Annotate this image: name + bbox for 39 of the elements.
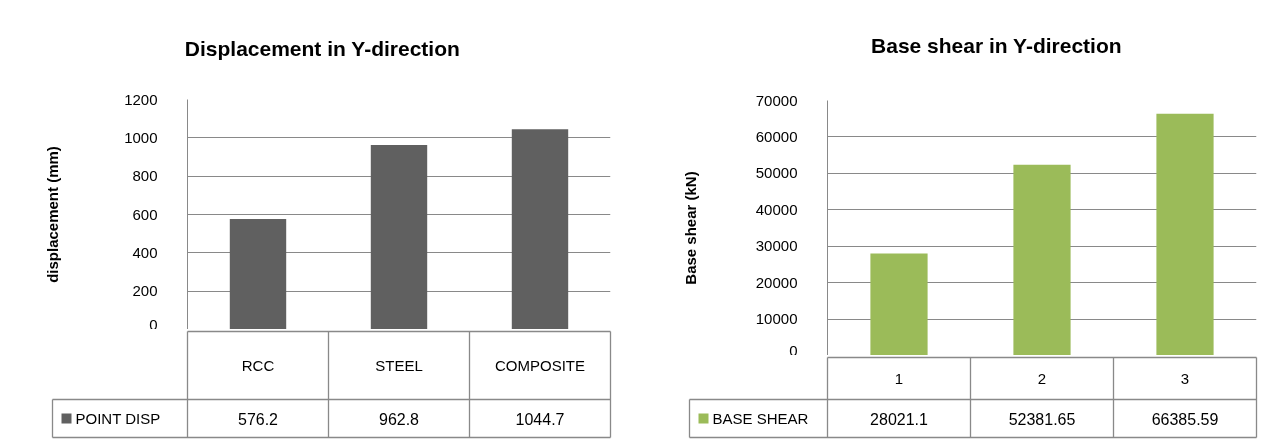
- bar: [370, 144, 428, 329]
- y-tick-label: 50000: [755, 164, 798, 182]
- bar: [229, 219, 287, 329]
- y-tick-label: 200: [132, 282, 158, 300]
- y-axis-title: displacement (mm): [44, 146, 62, 283]
- bar: [870, 253, 928, 355]
- y-tick-label: 600: [132, 205, 158, 223]
- x-tick-label: RCC: [241, 357, 275, 374]
- data-label: 28021.1: [870, 410, 929, 428]
- y-tick-label: 1200: [124, 90, 158, 108]
- y-tick-label: 40000: [755, 200, 798, 218]
- y-tick-label: 400: [132, 243, 158, 261]
- x-tick-label: 2: [1037, 369, 1047, 387]
- x-tick-label: 3: [1180, 369, 1190, 387]
- data-label: 52381.65: [1008, 410, 1076, 428]
- x-tick-label: STEEL: [375, 357, 423, 374]
- bar: [1156, 113, 1214, 355]
- x-tick-label: 1: [894, 369, 904, 387]
- chart-title: Displacement in Y-direction: [184, 37, 460, 60]
- data-label: 66385.59: [1151, 410, 1219, 428]
- y-tick-label: 800: [132, 167, 158, 185]
- legend-label: BASE SHEAR: [712, 410, 809, 427]
- bar: [511, 129, 569, 329]
- y-tick-label: 0: [149, 315, 158, 333]
- chart-title: Base shear in Y-direction: [871, 34, 1122, 57]
- y-tick-label: 20000: [755, 273, 798, 291]
- data-label: 576.2: [237, 410, 279, 428]
- legend-label: POINT DISP: [75, 410, 161, 427]
- y-tick-label: 30000: [755, 237, 798, 255]
- y-tick-label: 1000: [124, 128, 158, 146]
- data-label: 1044.7: [515, 410, 565, 428]
- y-tick-label: 60000: [755, 127, 798, 145]
- y-tick-label: 10000: [755, 310, 798, 328]
- bar: [1013, 164, 1071, 355]
- x-tick-label: COMPOSITE: [495, 357, 586, 374]
- y-tick-label: 70000: [755, 91, 798, 109]
- data-label: 962.8: [378, 410, 420, 428]
- y-axis-title: Base shear (kN): [681, 171, 699, 285]
- y-tick-label: 0: [789, 341, 798, 359]
